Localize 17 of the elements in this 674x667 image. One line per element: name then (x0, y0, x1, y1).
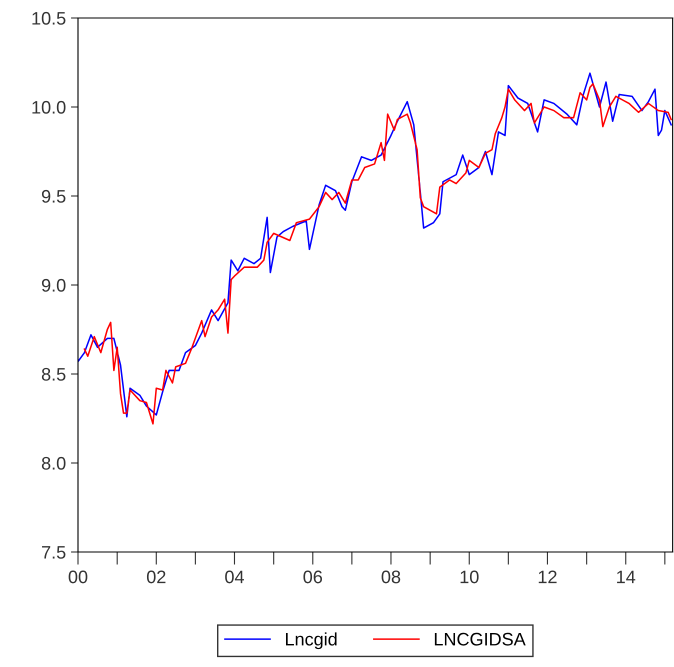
x-tick-label: 12 (538, 570, 557, 584)
legend-label: LNCGIDSA (434, 632, 526, 646)
x-tick-label: 10 (460, 570, 479, 584)
x-tick-label: 08 (382, 570, 400, 584)
x-tick-label: 14 (617, 570, 636, 584)
y-tick-label: 10.5 (32, 12, 66, 25)
y-tick-label: 9.0 (42, 278, 66, 292)
x-tick-label: 06 (303, 570, 322, 584)
y-tick-label: 10.0 (32, 100, 66, 114)
x-tick-label: 00 (68, 570, 88, 584)
y-tick-label: 8.0 (42, 456, 66, 470)
legend-label: Lncgid (286, 632, 337, 650)
x-tick-label: 04 (225, 570, 244, 584)
y-tick-label: 7.5 (42, 546, 66, 559)
y-tick-label: 9.5 (42, 190, 66, 203)
x-tick-label: 02 (146, 570, 166, 584)
y-tick-label: 8.5 (42, 368, 66, 381)
